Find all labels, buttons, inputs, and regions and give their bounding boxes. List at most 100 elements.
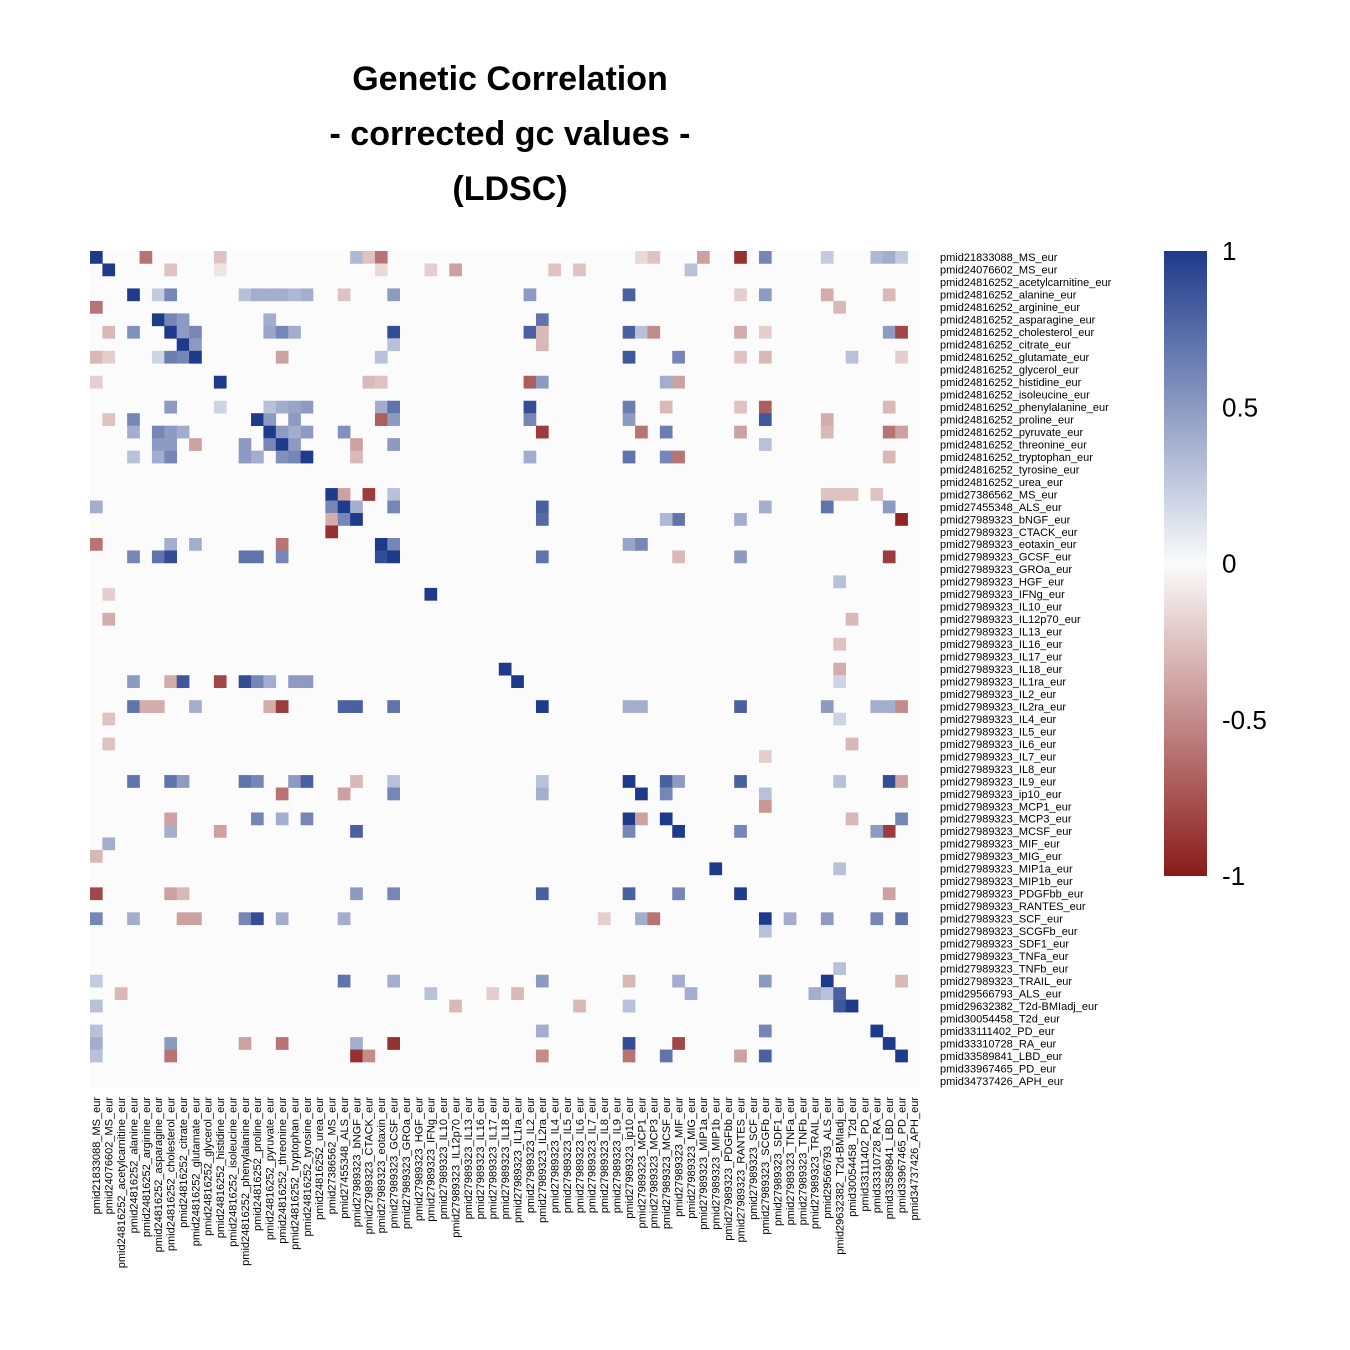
row-label: pmid27989323_IL7_eur bbox=[940, 751, 1057, 763]
heatmap-cell bbox=[635, 537, 648, 551]
heatmap-cell bbox=[362, 1049, 376, 1063]
column-label: pmid24816252_citrate_eur bbox=[178, 1097, 190, 1228]
heatmap-cell bbox=[870, 1024, 884, 1038]
heatmap-cell bbox=[164, 537, 178, 551]
row-label: pmid34737426_APH_eur bbox=[940, 1076, 1064, 1088]
heatmap-cell bbox=[127, 325, 140, 339]
heatmap-cell bbox=[882, 887, 896, 901]
heatmap-cell bbox=[350, 438, 363, 451]
row-label: pmid24816252_phenylalanine_eur bbox=[940, 402, 1109, 414]
heatmap-cell bbox=[102, 587, 116, 601]
heatmap-cell bbox=[820, 425, 834, 439]
heatmap-cell bbox=[833, 775, 846, 788]
heatmap-cell bbox=[833, 300, 846, 314]
heatmap-cell bbox=[288, 413, 301, 426]
heatmap-cell bbox=[374, 375, 388, 389]
colorbar bbox=[1164, 251, 1207, 876]
heatmap-cell bbox=[535, 887, 549, 901]
column-label: pmid27989323_IL6_eur bbox=[574, 1097, 586, 1214]
row-label: pmid27989323_TNFa_eur bbox=[940, 951, 1069, 963]
heatmap-cell bbox=[300, 425, 314, 439]
heatmap-cell bbox=[238, 438, 252, 451]
heatmap-cell bbox=[734, 400, 747, 414]
column-label: pmid27989323_IL2ra_eur bbox=[537, 1097, 549, 1223]
row-label: pmid27989323_SCF_eur bbox=[940, 914, 1063, 926]
heatmap-cell bbox=[337, 513, 351, 526]
heatmap-cell bbox=[90, 912, 103, 926]
heatmap-cell bbox=[882, 550, 896, 564]
column-label: pmid27989323_PDGFbb_eur bbox=[723, 1097, 735, 1241]
column-label: pmid27989323_IL9_eur bbox=[611, 1097, 623, 1214]
column-label: pmid24816252_asparagine_eur bbox=[153, 1097, 165, 1253]
heatmap-cell bbox=[882, 251, 896, 264]
heatmap-cell bbox=[424, 987, 438, 1000]
heatmap-cell bbox=[288, 288, 301, 302]
heatmap-cell bbox=[833, 662, 846, 676]
row-label: pmid27989323_eotaxin_eur bbox=[940, 539, 1077, 551]
heatmap-cell bbox=[833, 712, 846, 726]
heatmap-cell bbox=[684, 263, 698, 277]
heatmap-cell bbox=[523, 400, 537, 414]
heatmap-cell bbox=[870, 488, 884, 501]
heatmap-cell bbox=[164, 675, 178, 689]
column-label: pmid27989323_TNFa_eur bbox=[785, 1097, 797, 1226]
heatmap-cell bbox=[659, 400, 673, 414]
column-label: pmid27989323_IL7_eur bbox=[587, 1097, 599, 1214]
heatmap-cell bbox=[548, 263, 562, 277]
heatmap-cell bbox=[275, 912, 289, 926]
row-label: pmid27989323_bNGF_eur bbox=[940, 514, 1071, 526]
heatmap-cell bbox=[535, 1024, 549, 1038]
heatmap-cell bbox=[90, 887, 103, 901]
heatmap-cell bbox=[275, 288, 289, 302]
row-label: pmid24816252_cholesterol_eur bbox=[940, 327, 1094, 339]
heatmap-cell bbox=[275, 812, 289, 826]
heatmap-cell bbox=[523, 325, 537, 339]
heatmap-cell bbox=[288, 450, 301, 464]
heatmap-cell bbox=[734, 251, 747, 264]
row-label: pmid27989323_SDF1_eur bbox=[940, 939, 1069, 951]
heatmap-cell bbox=[684, 987, 698, 1000]
column-label: pmid27989323_IL13_eur bbox=[463, 1097, 475, 1220]
heatmap-cell bbox=[597, 912, 611, 926]
heatmap-cell bbox=[238, 912, 252, 926]
heatmap-cell bbox=[535, 425, 549, 439]
heatmap-cell bbox=[820, 700, 834, 713]
heatmap-cell bbox=[263, 313, 277, 327]
heatmap-cell bbox=[114, 987, 128, 1000]
heatmap-cell bbox=[151, 425, 165, 439]
heatmap-cell bbox=[374, 550, 388, 564]
heatmap-cell bbox=[895, 812, 908, 826]
heatmap-cell bbox=[424, 587, 438, 601]
heatmap-cell bbox=[387, 488, 400, 501]
heatmap-cell bbox=[151, 700, 165, 713]
heatmap-cell bbox=[672, 375, 685, 389]
heatmap-cell bbox=[127, 912, 140, 926]
heatmap-cell bbox=[325, 500, 339, 514]
row-label: pmid24816252_urea_eur bbox=[940, 477, 1063, 489]
heatmap-cell bbox=[213, 824, 227, 838]
heatmap-cell bbox=[659, 787, 673, 801]
heatmap-cell bbox=[387, 550, 400, 564]
heatmap-cell bbox=[622, 288, 636, 302]
heatmap-cell bbox=[895, 974, 908, 988]
heatmap-cell bbox=[449, 999, 462, 1013]
column-label: pmid27455348_ALS_eur bbox=[339, 1097, 351, 1219]
heatmap-cell bbox=[486, 987, 500, 1000]
heatmap-cell bbox=[387, 288, 400, 302]
row-label: pmid27989323_TNFb_eur bbox=[940, 963, 1069, 975]
row-label: pmid27989323_IL1ra_eur bbox=[940, 676, 1066, 688]
column-label: pmid24816252_glycerol_eur bbox=[203, 1097, 215, 1236]
heatmap-cell bbox=[275, 700, 289, 713]
heatmap-cell bbox=[622, 824, 636, 838]
heatmap-cell bbox=[189, 537, 202, 551]
row-label: pmid24816252_alanine_eur bbox=[940, 290, 1077, 302]
heatmap-cell bbox=[882, 775, 896, 788]
heatmap-cell bbox=[820, 413, 834, 426]
row-label: pmid27989323_RANTES_eur bbox=[940, 901, 1086, 913]
column-labels: pmid21833088_MS_eur pmid24076602_MS_eur pm… bbox=[91, 1097, 921, 1269]
heatmap-cell bbox=[127, 675, 140, 689]
column-label: pmid27989323_bNGF_eur bbox=[351, 1097, 363, 1228]
column-label: pmid24816252_acetylcarnitine_eur bbox=[116, 1097, 128, 1269]
heatmap-cell bbox=[263, 288, 277, 302]
heatmap-cell bbox=[895, 775, 908, 788]
